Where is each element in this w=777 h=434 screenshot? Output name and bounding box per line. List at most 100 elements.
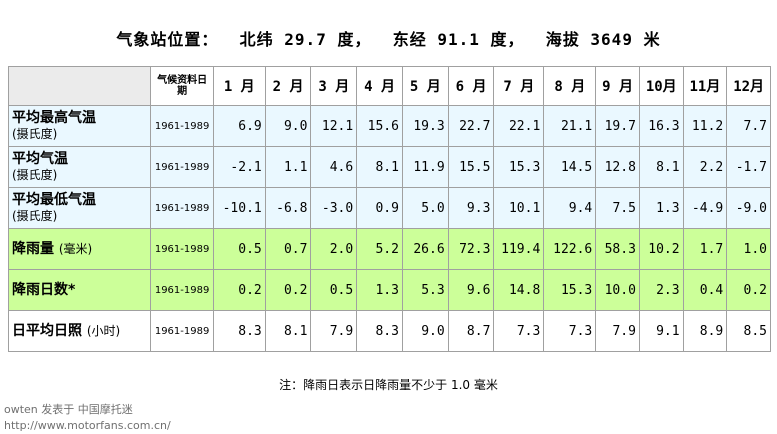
station-location-title: 气象站位置： 北纬 29.7 度， 东经 91.1 度， 海拔 3649 米 (116, 30, 661, 49)
value-cell: 26.6 (401, 228, 449, 270)
table-row-rain-days: 降雨日数* 1961-1989 0.2 0.2 0.5 1.3 5.3 9.6 … (7, 269, 771, 311)
row-label-text: 平均最高气温 (12, 110, 96, 126)
value-cell: 1.1 (264, 146, 312, 188)
header-month: 6 月 (447, 66, 495, 106)
row-label-text: 平均最低气温 (12, 192, 96, 208)
table-row-avg-temp: 平均气温 (摄氏度) 1961-1989 -2.1 1.1 4.6 8.1 11… (7, 146, 771, 188)
value-cell: 8.7 (447, 310, 495, 352)
value-cell: 0.2 (212, 269, 266, 311)
value-cell: 1.3 (638, 187, 684, 229)
value-cell: 12.8 (595, 146, 640, 188)
value-cell: 5.2 (356, 228, 403, 270)
row-period: 1961-1989 (150, 146, 214, 188)
value-cell: 7.7 (726, 105, 771, 147)
value-cell: 6.9 (212, 105, 266, 147)
value-cell: 0.9 (356, 187, 403, 229)
value-cell: 8.1 (264, 310, 312, 352)
value-cell: 7.9 (310, 310, 358, 352)
row-label: 平均最高气温 (摄氏度) (7, 105, 152, 147)
value-cell: 8.3 (212, 310, 266, 352)
value-cell: 16.3 (638, 105, 684, 147)
header-month: 1 月 (212, 66, 266, 106)
value-cell: -1.7 (726, 146, 771, 188)
value-cell: 0.2 (264, 269, 312, 311)
table-header-row: 气候资料日期 1 月 2 月 3 月 4 月 5 月 6 月 7 月 8 月 9… (7, 66, 771, 106)
row-label: 降雨日数* (7, 269, 152, 311)
header-month: 9 月 (595, 66, 640, 106)
table-row-sunshine: 日平均日照 (小时) 1961-1989 8.3 8.1 7.9 8.3 9.0… (7, 310, 771, 352)
value-cell: 8.5 (726, 310, 771, 352)
row-label: 日平均日照 (小时) (7, 310, 152, 352)
row-label-sub: (摄氏度) (12, 127, 58, 141)
header-month: 12月 (726, 66, 771, 106)
value-cell: 8.9 (682, 310, 728, 352)
row-label-text: 平均气温 (12, 151, 68, 167)
value-cell: 19.7 (595, 105, 640, 147)
header-month: 2 月 (264, 66, 312, 106)
watermark: owten 发表于 中国摩托迷 http://www.motorfans.com… (4, 402, 171, 434)
value-cell: 9.0 (401, 310, 449, 352)
value-cell: 7.5 (595, 187, 640, 229)
value-cell: 9.3 (447, 187, 495, 229)
value-cell: 10.1 (493, 187, 545, 229)
value-cell: 122.6 (543, 228, 597, 270)
value-cell: 0.7 (264, 228, 312, 270)
value-cell: 7.3 (493, 310, 545, 352)
footnote: 注：降雨日表示日降雨量不少于 1.0 毫米 (279, 378, 498, 392)
value-cell: 15.3 (543, 269, 597, 311)
header-month: 5 月 (401, 66, 449, 106)
row-label-sub: (摄氏度) (12, 168, 58, 182)
value-cell: 12.1 (310, 105, 358, 147)
row-period: 1961-1989 (150, 228, 214, 270)
value-cell: 11.9 (401, 146, 449, 188)
value-cell: 0.5 (310, 269, 358, 311)
value-cell: 7.9 (595, 310, 640, 352)
value-cell: -9.0 (726, 187, 771, 229)
row-label-text: 降雨日数* (12, 282, 76, 298)
value-cell: 9.0 (264, 105, 312, 147)
header-corner-cell (7, 66, 152, 106)
value-cell: 21.1 (543, 105, 597, 147)
row-period: 1961-1989 (150, 269, 214, 311)
value-cell: 0.2 (726, 269, 771, 311)
value-cell: -4.9 (682, 187, 728, 229)
value-cell: 8.3 (356, 310, 403, 352)
value-cell: 1.7 (682, 228, 728, 270)
value-cell: 22.1 (493, 105, 545, 147)
value-cell: -10.1 (212, 187, 266, 229)
table-row-rainfall: 降雨量 (毫米) 1961-1989 0.5 0.7 2.0 5.2 26.6 … (7, 228, 771, 270)
value-cell: 0.5 (212, 228, 266, 270)
header-month: 7 月 (493, 66, 545, 106)
value-cell: -6.8 (264, 187, 312, 229)
value-cell: 1.3 (356, 269, 403, 311)
value-cell: 72.3 (447, 228, 495, 270)
value-cell: 9.6 (447, 269, 495, 311)
header-month: 4 月 (356, 66, 403, 106)
row-label: 平均最低气温 (摄氏度) (7, 187, 152, 229)
row-label-unit: (小时) (86, 324, 121, 338)
row-period: 1961-1989 (150, 105, 214, 147)
value-cell: 15.3 (493, 146, 545, 188)
row-label-unit: (毫米) (58, 242, 93, 256)
value-cell: 5.3 (401, 269, 449, 311)
watermark-url: http://www.motorfans.com.cn/ (4, 419, 171, 432)
value-cell: 2.0 (310, 228, 358, 270)
value-cell: 1.0 (726, 228, 771, 270)
value-cell: 22.7 (447, 105, 495, 147)
value-cell: 15.6 (356, 105, 403, 147)
value-cell: 58.3 (595, 228, 640, 270)
value-cell: 9.1 (638, 310, 684, 352)
header-month: 8 月 (543, 66, 597, 106)
row-period: 1961-1989 (150, 310, 214, 352)
header-month: 11月 (682, 66, 728, 106)
value-cell: 11.2 (682, 105, 728, 147)
climate-table: 气候资料日期 1 月 2 月 3 月 4 月 5 月 6 月 7 月 8 月 9… (7, 66, 771, 352)
header-period-cell: 气候资料日期 (150, 66, 214, 106)
row-period: 1961-1989 (150, 187, 214, 229)
value-cell: 0.4 (682, 269, 728, 311)
value-cell: 14.5 (543, 146, 597, 188)
value-cell: 8.1 (638, 146, 684, 188)
value-cell: 10.0 (595, 269, 640, 311)
value-cell: 8.1 (356, 146, 403, 188)
row-label: 平均气温 (摄氏度) (7, 146, 152, 188)
